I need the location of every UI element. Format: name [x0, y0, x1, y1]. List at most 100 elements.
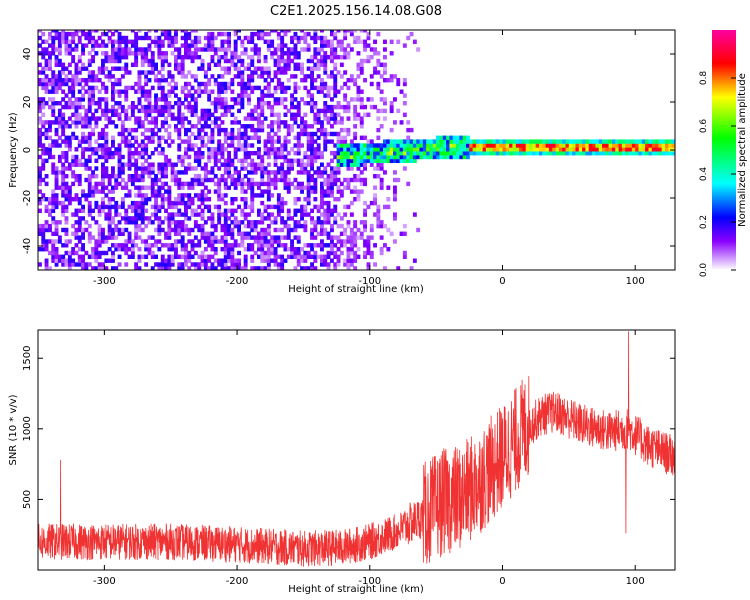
spectrogram-cell [485, 143, 490, 148]
spectrogram-cell [193, 108, 198, 114]
spectrogram-cell [257, 185, 261, 190]
spectrogram-cell [306, 170, 311, 175]
spectrogram-cell [160, 74, 165, 79]
spectrogram-cell [379, 124, 384, 129]
spectrogram-cell [296, 247, 301, 252]
spectrogram-cell [240, 147, 245, 152]
spectrogram-cell [207, 116, 212, 121]
spectrogram-cell [240, 212, 245, 217]
spectrogram-cell [270, 78, 275, 83]
spectrogram-cell [124, 212, 129, 217]
spectrogram-cell [177, 208, 182, 213]
spectrogram-cell [130, 243, 135, 248]
spectrogram-cell [111, 235, 115, 240]
spectrogram-cell [462, 147, 467, 152]
spectrogram-cell [44, 135, 49, 140]
spectrogram-cell [184, 131, 188, 137]
spectrogram-cell [170, 116, 175, 121]
spectrogram-cell [373, 166, 377, 171]
spectrogram-cell [495, 143, 500, 148]
spectrogram-cell [41, 85, 46, 91]
spectrogram-cell [270, 250, 275, 256]
spectrogram-cell [140, 227, 145, 233]
spectrogram-cell [130, 39, 135, 44]
spectrogram-cell [150, 212, 155, 217]
spectrogram-cell [190, 208, 195, 213]
spectrogram-cell [260, 177, 265, 183]
spectrogram-cell [230, 227, 235, 233]
spectrogram-cell [336, 189, 341, 194]
spectrogram-cell [130, 154, 135, 160]
spectrogram-cell [402, 223, 407, 229]
spectrogram-cell [104, 154, 109, 160]
spectrogram-cell [286, 181, 291, 187]
spectrogram-cell [77, 139, 82, 144]
spectrogram-cell [330, 212, 334, 217]
spectrogram-cell [104, 170, 109, 175]
spectrogram-cell [203, 162, 208, 167]
spectrogram-cell [250, 108, 255, 114]
spectrogram-cell [343, 231, 348, 236]
spectrogram-cell [260, 66, 265, 71]
spectrogram-cell [124, 247, 129, 252]
spectrogram-cell [41, 120, 46, 125]
spectrogram-cell [81, 93, 85, 98]
spectrogram-cell [137, 258, 142, 263]
spectrogram-cell [107, 231, 112, 236]
spectrogram-cell [542, 151, 547, 156]
spectrogram-cell [170, 247, 175, 252]
spectrogram-cell [140, 220, 145, 225]
spectrogram-cell [197, 85, 202, 91]
spectrogram-cell [101, 227, 105, 233]
spectrogram-cell [602, 147, 606, 152]
spectrogram-cell [310, 81, 314, 87]
spectrogram-cell [160, 112, 165, 117]
spectrogram-cell [363, 166, 367, 171]
spectrogram-cell [137, 212, 142, 217]
spectrogram-cell [326, 243, 331, 248]
spectrogram-cell [71, 197, 76, 202]
spectrogram-cell [346, 85, 351, 91]
spectrogram-cell [150, 177, 155, 183]
spectrogram-cell [326, 220, 331, 225]
spectrogram-cell [44, 120, 49, 125]
spectrogram-cell [326, 174, 331, 179]
spectrogram-cell [386, 143, 391, 148]
spectrogram-cell [422, 143, 427, 148]
spectrogram-cell [177, 223, 182, 229]
spectrogram-cell [273, 120, 278, 125]
spectrogram-cell [157, 35, 162, 41]
spectrogram-cell [210, 262, 215, 267]
spectrogram-cell [233, 55, 238, 60]
spectrogram-cell [293, 223, 298, 229]
spectrogram-cell [91, 247, 95, 252]
spectrogram-cell [97, 250, 102, 256]
spectrogram-cell [306, 47, 311, 52]
spectrogram-cell [416, 143, 421, 148]
spectrogram-cell [353, 143, 358, 148]
spectrogram-cell [336, 258, 341, 263]
spectrogram-cell [101, 189, 105, 194]
spectrogram-cell [313, 112, 318, 117]
spectrogram-cell [376, 208, 381, 213]
spectrogram-cell [134, 35, 139, 41]
spectrogram-cell [48, 154, 52, 160]
spectrogram-cell [217, 212, 222, 217]
spectrogram-cell [323, 131, 328, 137]
spectrogram-cell [167, 254, 172, 259]
spectrogram-cell [243, 258, 248, 263]
spectrogram-cell [233, 39, 238, 44]
spectrogram-cell [74, 104, 79, 110]
spectrogram-cell [658, 147, 663, 152]
x-tick-label: 0 [499, 576, 505, 587]
spectrogram-cell [233, 66, 238, 71]
spectrogram-cell [124, 43, 129, 48]
spectrogram-cell [296, 62, 301, 67]
spectrogram-cell [213, 97, 218, 102]
spectrogram-cell [286, 66, 291, 71]
spectrogram-cell [134, 43, 139, 48]
spectrogram-cell [545, 139, 550, 144]
spectrogram-cell [373, 147, 377, 152]
spectrogram-cell [217, 124, 222, 129]
spectrogram-cell [349, 74, 354, 79]
